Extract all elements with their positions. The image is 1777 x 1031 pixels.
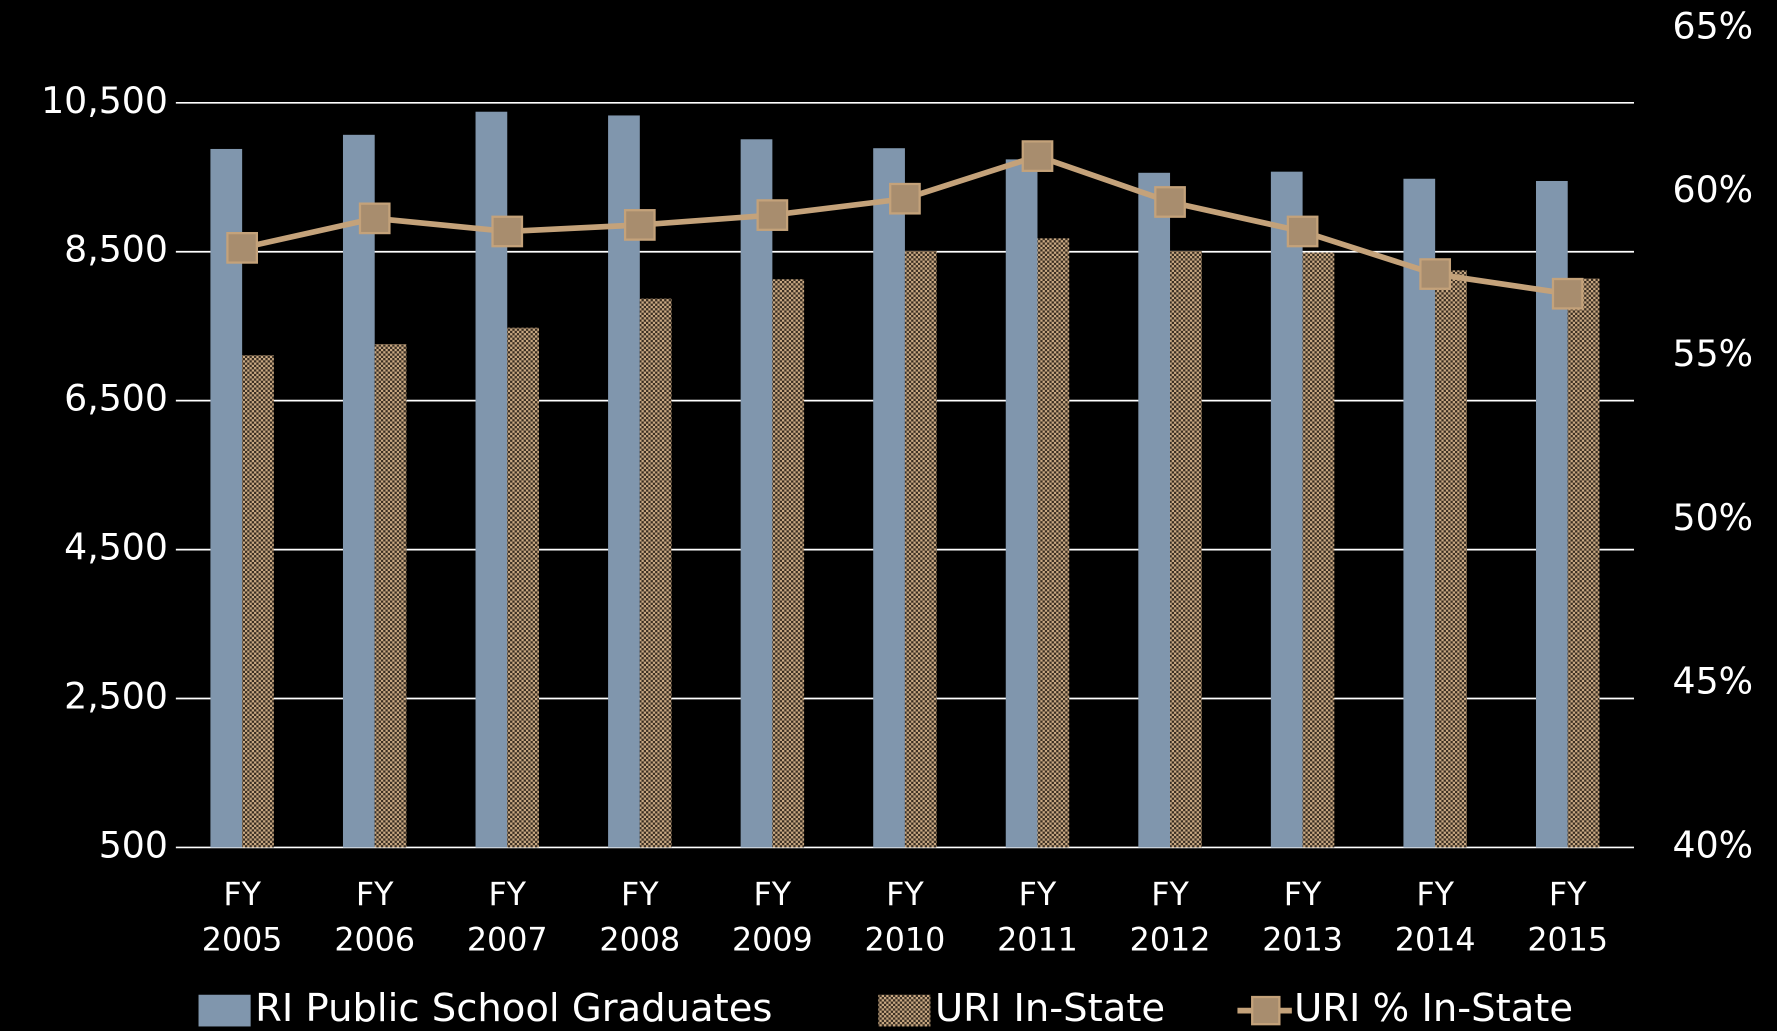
bar — [342, 134, 375, 848]
bar — [1170, 250, 1202, 848]
x-tick-label: FY 2008 — [599, 875, 681, 959]
x-tick-label: FY 2011 — [997, 875, 1078, 959]
x-tick-label: FY 2006 — [334, 875, 416, 959]
legend-swatch — [198, 994, 251, 1027]
x-tick-label-box: FY 2013 — [1262, 875, 1343, 959]
y2-tick-label: 60% — [1673, 168, 1754, 211]
y2-tick-label: 65% — [1673, 4, 1754, 47]
y2-tick-label: 45% — [1673, 660, 1754, 703]
line-marker — [623, 209, 656, 241]
x-tick-label: FY 2014 — [1394, 875, 1476, 959]
y-tick-label: 6,500 — [64, 377, 168, 420]
y-tick-label: 500 — [99, 823, 168, 866]
x-tick-label: FY 2009 — [731, 875, 813, 959]
line-marker — [756, 199, 789, 231]
x-tick-label-box: FY 2012 — [1129, 875, 1211, 959]
bar — [1138, 172, 1171, 848]
bar — [242, 355, 274, 848]
x-tick-label: FY 2010 — [864, 875, 946, 959]
line-marker — [1419, 258, 1452, 290]
x-tick-label-box: FY 2007 — [466, 875, 548, 959]
legend-label: URI % In-State — [1294, 986, 1573, 1031]
line-marker — [889, 182, 921, 215]
x-tick-label: FY 2005 — [201, 875, 283, 959]
x-tick-label: FY 2007 — [466, 875, 548, 959]
y2-tick-label: 55% — [1673, 332, 1754, 375]
x-tick-label-box: FY 2010 — [864, 875, 946, 959]
bar — [1005, 159, 1038, 848]
x-tick-label-box: FY 2005 — [201, 875, 283, 959]
bar — [1403, 178, 1436, 848]
x-tick-label-box: FY 2008 — [599, 875, 681, 959]
line-marker — [1286, 215, 1319, 248]
bar — [1037, 238, 1070, 848]
x-tick-label-box: FY 2009 — [731, 875, 813, 959]
x-tick-label-box: FY 2006 — [334, 875, 416, 959]
line-marker — [1154, 186, 1186, 218]
y-tick-label: 8,500 — [64, 228, 168, 271]
legend-marker — [1251, 995, 1281, 1026]
bar — [374, 344, 407, 848]
line-marker — [226, 231, 259, 264]
x-tick-label-box: FY 2015 — [1527, 875, 1609, 959]
y2-tick-label: 40% — [1673, 823, 1754, 866]
legend-label: URI In-State — [935, 986, 1165, 1031]
y-tick-label: 4,500 — [64, 526, 168, 569]
y-tick-label: 10,500 — [41, 79, 168, 122]
x-tick-label-box: FY 2011 — [997, 875, 1078, 959]
x-tick-label: FY 2012 — [1129, 875, 1211, 959]
line-marker — [1021, 140, 1054, 172]
y2-tick-label: 50% — [1673, 496, 1754, 539]
bar — [1302, 252, 1335, 848]
bar — [1270, 171, 1303, 848]
bar — [873, 148, 905, 848]
bar — [1567, 278, 1600, 848]
bar — [904, 250, 937, 848]
x-tick-label: FY 2013 — [1262, 875, 1343, 959]
bar — [507, 327, 539, 848]
x-tick-label: FY 2015 — [1527, 875, 1609, 959]
legend-label: RI Public School Graduates — [255, 986, 772, 1031]
y-tick-label: 2,500 — [64, 675, 168, 718]
x-tick-label-box: FY 2014 — [1394, 875, 1476, 959]
bar — [772, 279, 805, 848]
line-marker — [1551, 277, 1584, 310]
line-marker — [491, 215, 524, 248]
bar — [210, 148, 243, 848]
bar — [740, 139, 773, 848]
line-marker — [358, 202, 391, 235]
legend-swatch — [878, 994, 931, 1027]
bar — [639, 298, 672, 848]
bar — [1435, 270, 1467, 848]
